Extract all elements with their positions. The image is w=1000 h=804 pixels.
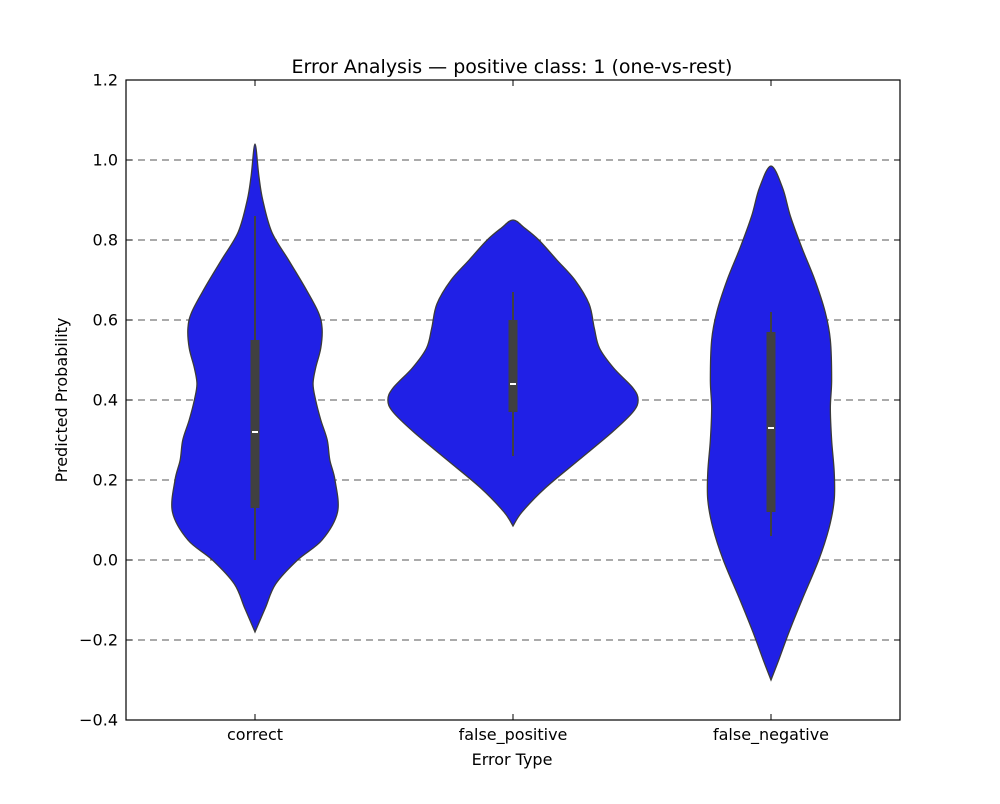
y-tick-label: −0.4 <box>79 711 118 730</box>
y-tick-label: 0.8 <box>93 231 118 250</box>
y-tick-label: 1.0 <box>93 151 118 170</box>
x-tick-label: correct <box>227 725 283 744</box>
y-axis-title: Predicted Probability <box>52 318 71 483</box>
chart-title: Error Analysis — positive class: 1 (one-… <box>292 56 733 78</box>
y-tick-label: −0.2 <box>79 631 118 650</box>
box-false-negative <box>766 332 776 512</box>
box-correct <box>250 340 260 508</box>
x-tick-label: false_negative <box>713 725 829 745</box>
x-axis-title: Error Type <box>472 750 553 769</box>
y-tick-label: 0.4 <box>93 391 118 410</box>
x-tick-label: false_positive <box>459 725 568 745</box>
y-tick-label: 1.2 <box>93 71 118 90</box>
plot-frame <box>125 79 901 721</box>
tick-layer: −0.4 −0.2 0.0 0.2 0.4 0.6 0.8 1.0 1.2 correct fals… <box>79 71 900 745</box>
y-tick-label: 0.0 <box>93 551 118 570</box>
box-false-positive <box>508 320 518 412</box>
violin-layer <box>171 143 836 682</box>
y-tick-label: 0.2 <box>93 471 118 490</box>
y-tick-label: 0.6 <box>93 311 118 330</box>
